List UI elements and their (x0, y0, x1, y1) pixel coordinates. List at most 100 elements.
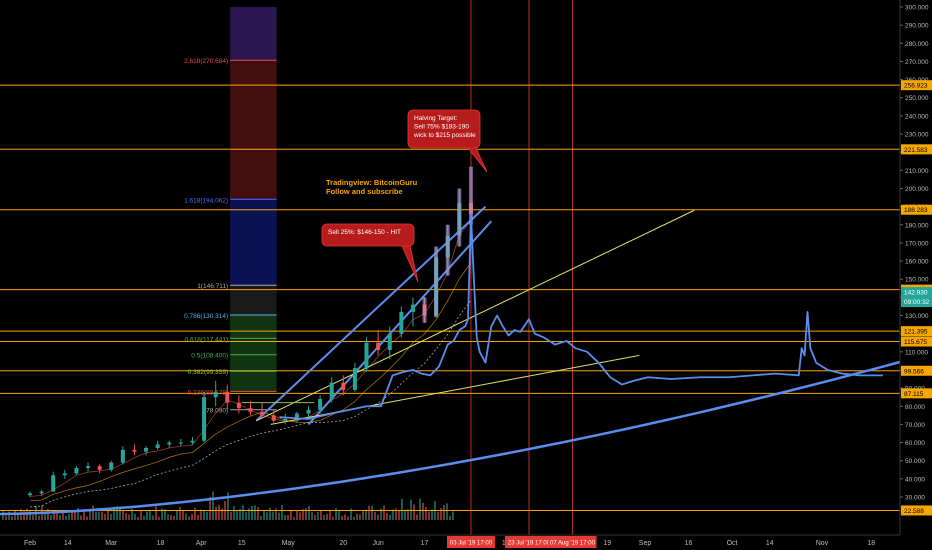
volume-bar (275, 508, 277, 520)
volume-bar (428, 511, 430, 520)
candle-highlight (445, 224, 450, 276)
volume-bar (125, 513, 127, 520)
time-tick-label: 18 (157, 540, 165, 547)
time-axis[interactable]: Feb14Mar18Apr15May20Jun171519Sep16Oct14N… (24, 540, 875, 547)
volume-bar (140, 509, 142, 520)
price-level-tag-text: 87.115 (904, 391, 924, 398)
volume-bar (29, 510, 31, 520)
candle-body (144, 448, 149, 452)
volume-bar (110, 513, 112, 520)
time-tick-label: 14 (64, 540, 72, 547)
volume-bar (323, 515, 325, 520)
candle-body (109, 462, 114, 470)
candle-body (155, 444, 160, 448)
volume-bar (404, 509, 406, 520)
volume-bar (446, 503, 448, 520)
volume-bar (218, 504, 220, 520)
volume-bar (392, 509, 394, 520)
candle-highlight (468, 166, 473, 225)
price-tick-label: 230.000 (905, 132, 929, 139)
price-line-series (279, 212, 883, 420)
candle-body (74, 467, 79, 474)
date-marker-tag (504, 536, 553, 548)
volume-bar (170, 514, 172, 520)
fib-zone-blue (230, 199, 277, 286)
candle-highlight (422, 297, 427, 323)
time-tick-label: 19 (603, 540, 611, 547)
candle-body (97, 466, 102, 470)
volume-bar (329, 510, 331, 520)
volume-bar (395, 508, 397, 520)
volume-bar (371, 505, 373, 520)
countdown-text: 09:00:32 (904, 299, 930, 306)
horizontal-levels (0, 84, 900, 511)
volume-bar (320, 510, 322, 520)
long-term-growth-curve (0, 360, 901, 516)
volume-bar (158, 516, 160, 520)
volume-bar (317, 511, 319, 520)
price-tick-label: 200.000 (905, 186, 929, 193)
price-level-tag (901, 505, 932, 516)
date-marker-tag-text: 03 Jul '19 17:00 (450, 541, 493, 547)
candle-body (410, 304, 415, 312)
volume-bar (239, 508, 241, 520)
time-tick-label: Oct (727, 540, 738, 547)
volume-bars (2, 491, 454, 520)
price-level-tag (901, 336, 932, 347)
volume-bar (350, 508, 352, 520)
callout-text: wick to $215 possible (413, 132, 476, 139)
price-level-tag-text: 22.588 (904, 508, 924, 515)
volume-bar (182, 511, 184, 520)
volume-bar (383, 505, 385, 520)
volume-bar (248, 508, 250, 520)
volume-bar (416, 514, 418, 520)
volume-bar (230, 511, 232, 520)
price-tick-label: 270.000 (905, 59, 929, 66)
volume-bar (98, 511, 100, 520)
volume-bar (233, 506, 235, 520)
price-tick-label: 30.000 (905, 495, 925, 502)
time-tick-label: 20 (339, 540, 347, 547)
volume-bar (38, 515, 40, 520)
time-tick-label: May (282, 540, 296, 547)
volume-bar (452, 511, 454, 520)
volume-bar (251, 506, 253, 520)
volume-bar (308, 506, 310, 520)
volume-bar (278, 512, 280, 520)
price-tick-label: 130.000 (905, 313, 929, 320)
volume-bar (8, 511, 10, 520)
volume-bar (413, 504, 415, 520)
volume-bar (419, 498, 421, 520)
volume-bar (137, 516, 139, 520)
candle-body (39, 491, 44, 494)
volume-bar (368, 505, 370, 520)
volume-bar (398, 509, 400, 520)
candle-highlight (434, 246, 439, 318)
price-tick-label: 60.000 (905, 440, 925, 447)
price-tick-label: 280.000 (905, 41, 929, 48)
volume-bar (68, 514, 70, 520)
volume-bar (260, 516, 262, 520)
price-series-line (279, 212, 883, 420)
volume-bar (296, 510, 298, 520)
candle-body (283, 418, 288, 421)
candle-body (225, 391, 230, 403)
callout-pointer (467, 147, 488, 173)
price-tick-label: 150.000 (905, 277, 929, 284)
volume-bar (305, 508, 307, 520)
volume-bar (266, 512, 268, 520)
volume-bar (287, 514, 289, 520)
candle-body (399, 311, 404, 334)
volume-bar (191, 514, 193, 520)
candle-body (167, 442, 172, 445)
watermark-label: Follow and subscribe (326, 187, 403, 196)
current-price-text: 142.930 (904, 290, 928, 297)
volume-bar (62, 512, 64, 520)
fib-level-label: (78.090) (204, 408, 228, 415)
volume-bar (245, 512, 247, 520)
volume-bar (269, 507, 271, 520)
candle-body (260, 411, 265, 416)
volume-bar (200, 509, 202, 520)
volume-bar (80, 515, 82, 520)
